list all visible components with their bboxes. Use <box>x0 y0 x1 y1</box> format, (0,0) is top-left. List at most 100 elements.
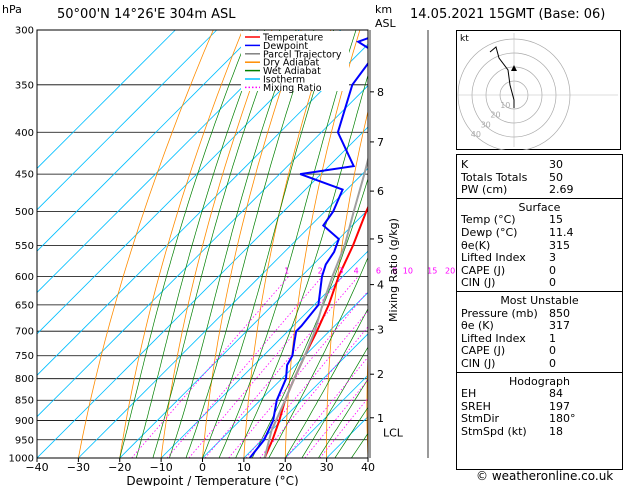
storm-motion-marker <box>511 65 517 71</box>
index-row-value: 30 <box>549 158 563 171</box>
x-tick-label: 20 <box>278 461 292 474</box>
wet-adiabat-line <box>318 378 368 458</box>
pressure-tick-label: 450 <box>15 170 34 181</box>
wet-adiabat-line <box>135 30 266 458</box>
mixing-ratio-label: 3 <box>338 266 343 275</box>
pressure-tick-label: 500 <box>15 207 34 218</box>
x-tick-label: 40 <box>361 461 375 474</box>
most-unstable-row-label: θe (K) <box>461 319 494 333</box>
legend-label: Parcel Trajectory <box>263 49 342 60</box>
wet-adiabat-line <box>185 30 315 458</box>
km-tick-label: 1 <box>377 412 384 425</box>
pressure-tick-label: 950 <box>15 435 34 446</box>
most-unstable-row-value: 1 <box>549 331 556 345</box>
series-temperature <box>263 205 368 458</box>
index-row-value: 2.69 <box>549 183 574 197</box>
hodograph-trace <box>489 46 515 108</box>
surface-row-label: Lifted Index <box>461 251 526 265</box>
most-unstable-row-label: Lifted Index <box>461 331 526 345</box>
isotherm-line <box>37 30 259 252</box>
copyright-text: © weatheronline.co.uk <box>476 469 614 483</box>
wet-adiabat-line <box>218 30 357 458</box>
surface-row-label: CAPE (J) <box>461 263 506 277</box>
index-row-value: 50 <box>549 170 563 184</box>
most-unstable-row-label: CAPE (J) <box>461 344 506 358</box>
dry-adiabat-line <box>119 30 243 458</box>
isotherm-line <box>37 30 342 335</box>
isotherm-line <box>243 333 368 458</box>
pressure-tick-label: 600 <box>15 272 34 283</box>
pressure-tick-label: 850 <box>15 396 34 407</box>
isotherm-line <box>160 250 368 458</box>
most-unstable-row-value: 0 <box>549 344 556 358</box>
hodograph-ring-label: 40 <box>471 130 481 139</box>
pressure-tick-label: 900 <box>15 416 34 427</box>
x-tick-label: 0 <box>199 461 206 474</box>
mixing-ratio-line <box>188 276 344 458</box>
isotherm-line <box>37 85 368 418</box>
most-unstable-row-label: CIN (J) <box>461 357 496 370</box>
x-tick-label: −30 <box>67 461 90 474</box>
km-unit-label: km <box>375 3 393 16</box>
mixing-ratio-line <box>304 379 368 458</box>
wet-adiabat-line <box>235 73 368 458</box>
pressure-unit-label: hPa <box>2 3 22 16</box>
mixing-ratio-line <box>285 356 368 458</box>
surface-row-value: 3 <box>549 251 556 265</box>
mixing-ratio-line <box>131 276 290 458</box>
index-row-label: K <box>461 158 469 171</box>
surface-row-label: Temp (°C) <box>461 213 516 227</box>
surface-row-label: Dewp (°C) <box>461 226 518 239</box>
hodograph-row-value: 197 <box>549 399 570 413</box>
hodograph-ring-label: 10 <box>500 101 510 110</box>
pressure-tick-label: 750 <box>15 351 34 362</box>
mixing-ratio-line <box>228 290 368 458</box>
most-unstable-row-value: 850 <box>549 306 570 320</box>
isotherm-line <box>37 30 218 211</box>
wet-adiabat-line <box>202 30 335 458</box>
mixing-ratio-line <box>204 276 359 458</box>
wet-adiabat-line <box>152 30 281 458</box>
pressure-tick-label: 1000 <box>9 454 34 465</box>
mixing-ratio-label: 20 <box>445 266 455 275</box>
legend-label: Isotherm <box>263 75 305 86</box>
legend-label: Wet Adiabat <box>263 66 321 77</box>
datetime-title: 14.05.2021 15GMT (Base: 06) <box>410 7 606 22</box>
mixing-ratio-label: 2 <box>318 266 323 275</box>
x-tick-label: −10 <box>150 461 173 474</box>
isotherm-line <box>202 291 368 458</box>
lcl-label: LCL <box>383 426 404 439</box>
mixing-ratio-line <box>259 326 368 458</box>
mixing-ratio-axis-label: Mixing Ratio (g/kg) <box>387 218 400 322</box>
x-axis-label: Dewpoint / Temperature (°C) <box>126 474 298 486</box>
pressure-tick-label: 300 <box>15 26 34 37</box>
dry-adiabat-line <box>406 30 448 458</box>
x-tick-label: −20 <box>108 461 131 474</box>
hodograph-row-value: 18 <box>549 425 563 438</box>
km-tick-label: 6 <box>377 185 384 198</box>
hodograph-row-label: SREH <box>461 399 491 413</box>
mixing-ratio-label: 4 <box>354 266 359 275</box>
asl-unit-label: ASL <box>375 17 396 30</box>
legend-label: Temperature <box>262 33 323 44</box>
isotherm-line <box>284 374 368 458</box>
surface-section-title: Surface <box>518 200 561 214</box>
panel-separator <box>457 291 622 292</box>
mixing-ratio-label: 10 <box>403 266 413 275</box>
dry-adiabat-line <box>202 30 302 458</box>
isotherm-line <box>37 126 368 458</box>
pressure-tick-label: 700 <box>15 327 34 338</box>
pressure-tick-label: 400 <box>15 128 34 139</box>
hodograph-unit-label: kt <box>460 34 469 44</box>
legend-label: Mixing Ratio <box>263 83 322 94</box>
wet-adiabat-line <box>301 346 368 458</box>
dry-adiabat-line <box>284 30 361 458</box>
legend-label: Dry Adiabat <box>263 58 320 69</box>
isotherm-line <box>37 43 368 376</box>
wet-adiabat-line <box>169 30 297 458</box>
x-tick-label: 30 <box>320 461 334 474</box>
panel-separator <box>457 197 622 199</box>
dry-adiabat-line <box>78 30 214 458</box>
